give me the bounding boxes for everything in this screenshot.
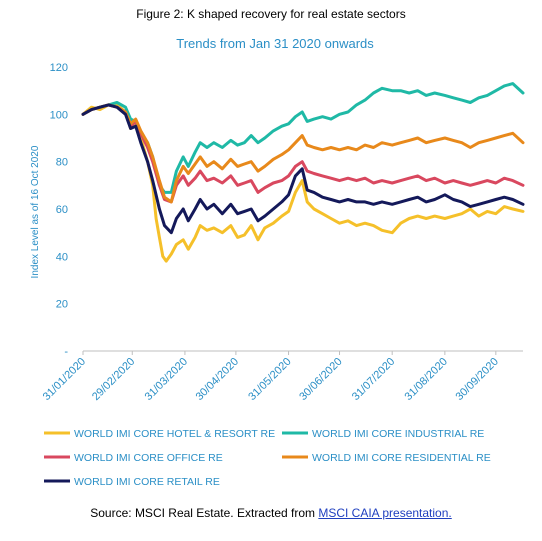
legend-label: WORLD IMI CORE RESIDENTIAL RE [312, 452, 491, 464]
legend-label: WORLD IMI CORE HOTEL & RESORT RE [74, 428, 275, 440]
y-tick-label: 40 [56, 251, 68, 263]
y-tick-labels: - 20 40 60 80 100 120 [50, 62, 69, 358]
y-tick-label: 80 [56, 157, 68, 169]
x-tick-label: 31/08/2020 [403, 356, 450, 403]
x-tick-label: 29/02/2020 [90, 356, 137, 403]
series-lines [81, 82, 525, 263]
series-line-3 [81, 103, 525, 204]
series-line-5 [81, 103, 525, 235]
figure-caption: Figure 2: K shaped recovery for real est… [136, 7, 406, 21]
source-link[interactable]: MSCI CAIA presentation. [318, 506, 452, 520]
y-axis-label: Index Level as of 16 Oct 2020 [30, 145, 41, 278]
legend-label: WORLD IMI CORE RETAIL RE [74, 476, 220, 488]
legend-label: WORLD IMI CORE INDUSTRIAL RE [312, 428, 484, 440]
y-tick-label: 120 [50, 62, 68, 74]
y-tick-label: 60 [56, 204, 68, 216]
chart-title: Trends from Jan 31 2020 onwards [176, 36, 374, 51]
series-line-4 [81, 103, 525, 204]
source-note: Source: MSCI Real Estate. Extracted from… [0, 506, 542, 520]
x-tick-labels: 31/01/2020 29/02/2020 31/03/2020 30/04/2020… [41, 351, 501, 403]
y-tick-label: 100 [50, 109, 68, 121]
legend: WORLD IMI CORE HOTEL & RESORT RE WORLD IM… [44, 428, 491, 488]
y-tick-label: - [64, 346, 68, 358]
x-tick-label: 30/09/2020 [454, 356, 501, 403]
x-tick-label: 31/03/2020 [143, 356, 190, 403]
source-text: Source: MSCI Real Estate. Extracted from [90, 506, 319, 520]
legend-label: WORLD IMI CORE OFFICE RE [74, 452, 223, 464]
x-tick-label: 31/01/2020 [41, 356, 88, 403]
x-tick-label: 30/06/2020 [297, 356, 344, 403]
x-tick-label: 31/07/2020 [350, 356, 397, 403]
x-tick-label: 31/05/2020 [246, 356, 293, 403]
y-tick-label: 20 [56, 299, 68, 311]
x-tick-label: 30/04/2020 [194, 356, 241, 403]
